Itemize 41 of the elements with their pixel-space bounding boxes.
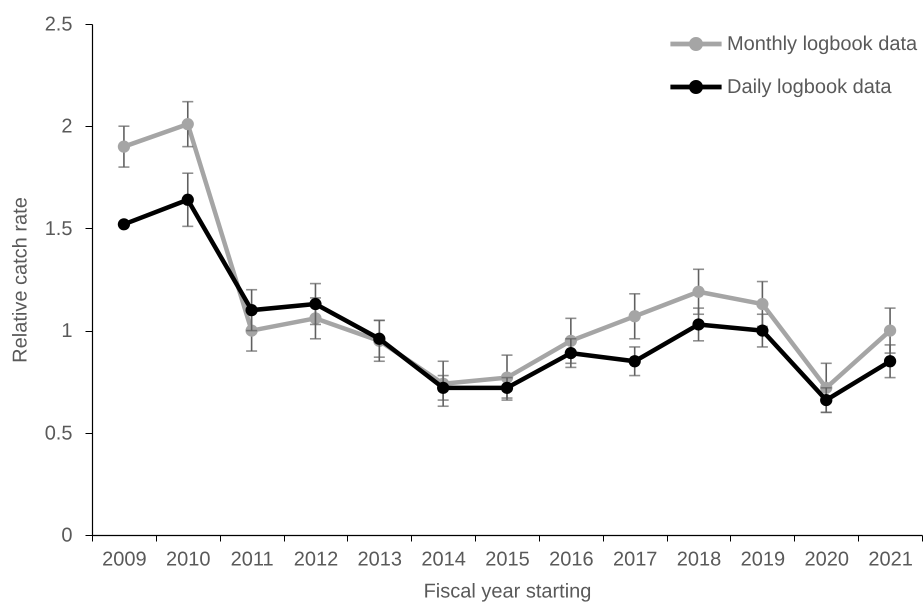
x-tick-label: 2019 [740, 548, 786, 570]
point [820, 394, 832, 406]
x-tick-label: 2016 [549, 548, 594, 570]
point [118, 218, 130, 230]
x-tick-label: 2010 [166, 548, 211, 570]
point [884, 355, 896, 368]
x-tick-label: 2015 [485, 548, 530, 570]
y-tick-label: 1.5 [44, 218, 72, 240]
x-tick-label: 2014 [421, 548, 466, 570]
x-tick-label: 2017 [612, 548, 658, 570]
y-axis-title: Relative catch rate [10, 197, 32, 363]
x-axis-title: Fiscal year starting [424, 580, 592, 602]
x-tick-label: 2018 [676, 548, 722, 570]
y-tick-label: 1 [61, 320, 72, 342]
legend-label: Monthly logbook data [727, 33, 918, 55]
point [692, 318, 705, 331]
point [118, 140, 130, 153]
point [628, 310, 641, 322]
x-tick-label: 2011 [230, 548, 274, 570]
point [884, 324, 896, 337]
x-tick-label: 2021 [868, 548, 913, 570]
point [182, 118, 194, 130]
point [692, 286, 705, 298]
point [500, 382, 514, 394]
y-tick-label: 2 [61, 116, 72, 138]
point [437, 382, 450, 394]
point [245, 304, 258, 316]
point [756, 324, 769, 337]
point [182, 194, 194, 206]
point [756, 298, 769, 310]
point [309, 298, 322, 310]
y-tick-label: 0.5 [44, 422, 72, 444]
legend-label: Daily logbook data [727, 76, 892, 98]
x-tick-label: 2009 [102, 548, 147, 570]
point [564, 346, 577, 360]
point [628, 355, 641, 368]
x-tick-label: 2013 [358, 548, 402, 570]
y-tick-label: 2.5 [44, 14, 72, 36]
x-tick-label: 2020 [804, 548, 849, 570]
x-tick-label: 2012 [294, 548, 338, 570]
y-tick-label: 0 [61, 524, 72, 546]
